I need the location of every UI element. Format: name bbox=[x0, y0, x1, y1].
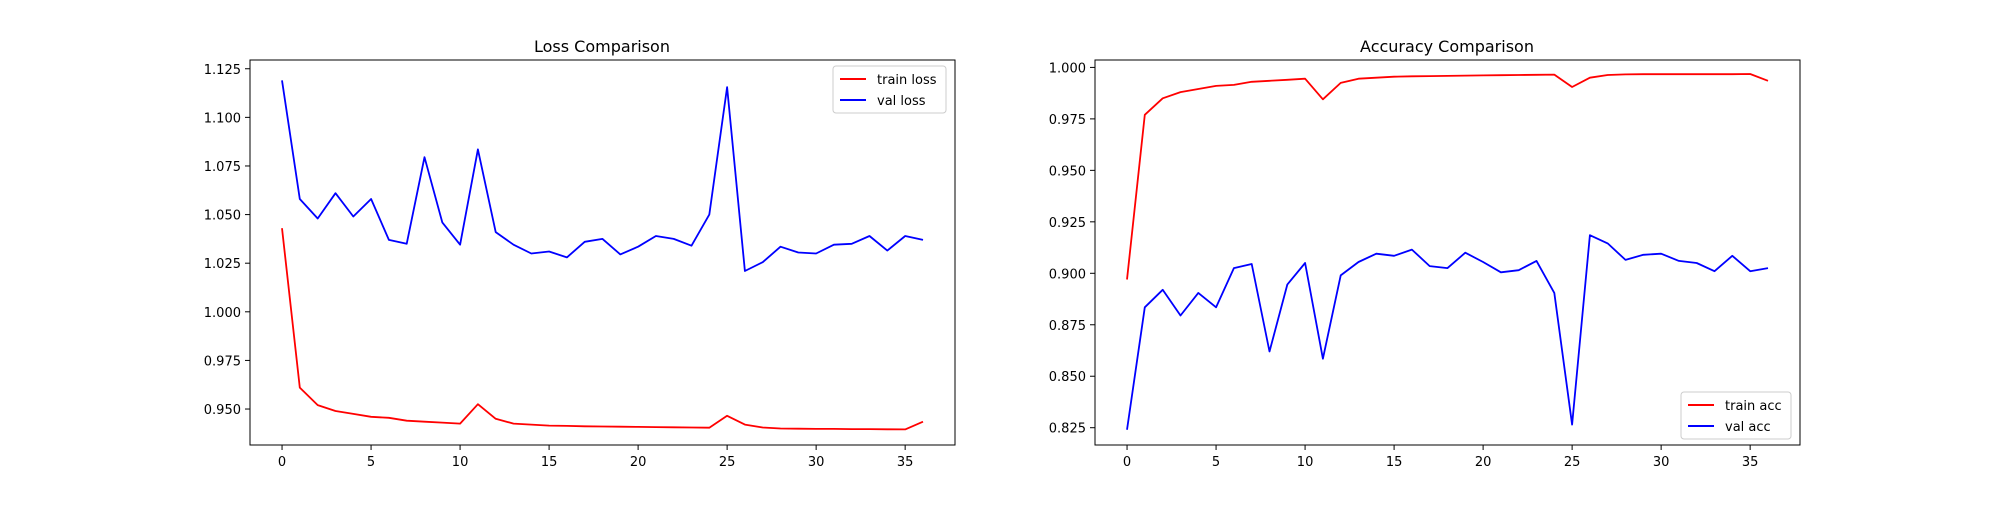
accuracy-x-tick-label: 5 bbox=[1212, 455, 1220, 470]
accuracy-series-lines bbox=[1126, 73, 1769, 430]
legend-label-val-loss: val loss bbox=[877, 94, 926, 109]
legend-label-val-acc: val acc bbox=[1725, 420, 1771, 435]
loss-legend-box bbox=[832, 65, 947, 114]
accuracy-y-tick-label: 0.875 bbox=[1049, 319, 1086, 334]
loss-y-tick-label: 1.100 bbox=[204, 111, 241, 126]
legend-label-train-loss: train loss bbox=[877, 73, 937, 88]
loss-chart-axes bbox=[249, 59, 956, 446]
accuracy-y-tick-label: 0.975 bbox=[1049, 113, 1086, 128]
loss-x-ticks: 0 5 10 15 20 25 30 35 bbox=[278, 445, 914, 470]
loss-x-tick-label: 20 bbox=[630, 455, 647, 470]
loss-y-tick-label: 1.050 bbox=[204, 209, 241, 224]
accuracy-chart-panel: Accuracy Comparison 0 5 10 15 20 25 30 35 0.825… bbox=[1049, 37, 1801, 470]
accuracy-y-tick-label: 0.925 bbox=[1049, 216, 1086, 231]
loss-x-tick-label: 5 bbox=[367, 455, 375, 470]
accuracy-x-tick-label: 35 bbox=[1742, 455, 1759, 470]
loss-chart-title: Loss Comparison bbox=[534, 37, 670, 56]
loss-x-tick-label: 10 bbox=[452, 455, 469, 470]
loss-x-tick-label: 35 bbox=[897, 455, 914, 470]
accuracy-x-tick-label: 10 bbox=[1297, 455, 1314, 470]
loss-x-tick-label: 30 bbox=[808, 455, 825, 470]
accuracy-x-tick-label: 0 bbox=[1123, 455, 1131, 470]
loss-x-tick-label: 0 bbox=[278, 455, 286, 470]
accuracy-y-tick-label: 1.000 bbox=[1049, 61, 1086, 76]
loss-y-tick-label: 0.950 bbox=[204, 403, 241, 418]
accuracy-x-tick-label: 30 bbox=[1653, 455, 1670, 470]
loss-series-lines bbox=[281, 80, 924, 431]
loss-y-tick-label: 1.075 bbox=[204, 160, 241, 175]
accuracy-legend: train acc val acc bbox=[1680, 391, 1792, 440]
accuracy-x-tick-label: 15 bbox=[1386, 455, 1403, 470]
accuracy-y-tick-label: 0.950 bbox=[1049, 164, 1086, 179]
accuracy-x-ticks: 0 5 10 15 20 25 30 35 bbox=[1123, 445, 1759, 470]
accuracy-x-tick-label: 25 bbox=[1564, 455, 1581, 470]
loss-legend: train loss val loss bbox=[832, 65, 947, 114]
accuracy-x-tick-label: 20 bbox=[1475, 455, 1492, 470]
loss-x-tick-label: 25 bbox=[719, 455, 736, 470]
accuracy-chart-axes bbox=[1094, 59, 1801, 446]
loss-y-tick-label: 1.125 bbox=[204, 63, 241, 78]
loss-y-tick-label: 0.975 bbox=[204, 354, 241, 369]
loss-y-tick-label: 1.025 bbox=[204, 257, 241, 272]
loss-x-tick-label: 15 bbox=[541, 455, 558, 470]
series-line-train-acc bbox=[1126, 73, 1769, 280]
series-line-train-loss bbox=[281, 228, 924, 431]
accuracy-y-ticks: 0.825 0.850 0.875 0.900 0.925 0.950 0.975 1.000 bbox=[1049, 61, 1095, 437]
series-line-val-acc bbox=[1126, 234, 1769, 430]
accuracy-y-tick-label: 0.850 bbox=[1049, 370, 1086, 385]
legend-label-train-acc: train acc bbox=[1725, 399, 1782, 414]
loss-chart-panel: Loss Comparison 0 5 10 15 20 25 30 35 0.950 0.97… bbox=[204, 37, 956, 470]
accuracy-y-tick-label: 0.900 bbox=[1049, 267, 1086, 282]
loss-y-tick-label: 1.000 bbox=[204, 306, 241, 321]
accuracy-y-tick-label: 0.825 bbox=[1049, 422, 1086, 437]
series-line-val-loss bbox=[281, 80, 924, 272]
accuracy-chart-title: Accuracy Comparison bbox=[1360, 37, 1534, 56]
loss-y-ticks: 0.950 0.975 1.000 1.025 1.050 1.075 1.100 1.125 bbox=[204, 63, 250, 418]
accuracy-legend-box bbox=[1680, 391, 1792, 440]
